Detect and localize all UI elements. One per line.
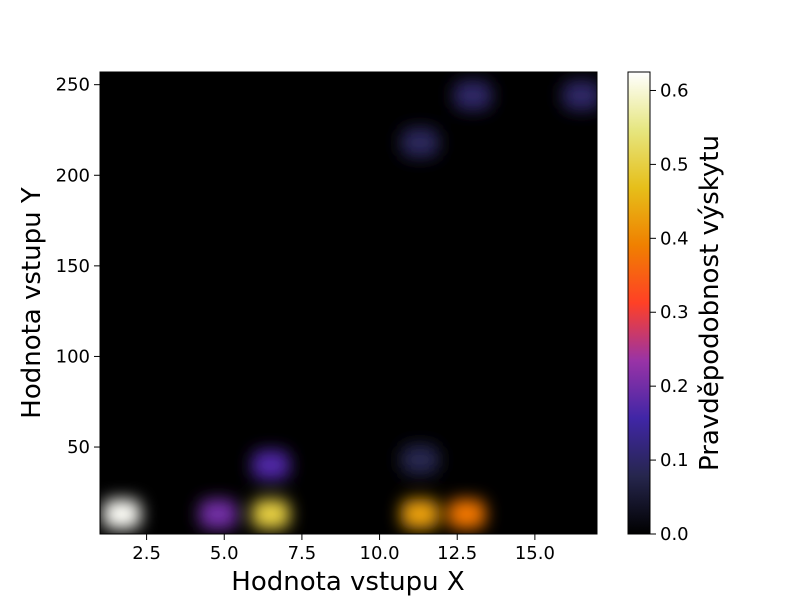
y-tick-label: 50 <box>67 437 90 458</box>
x-axis-label: Hodnota vstupu X <box>231 567 464 597</box>
x-tick-label: 5.0 <box>210 543 239 564</box>
plot-background <box>100 72 597 534</box>
colorbar-gradient <box>627 71 651 535</box>
x-tick-label: 7.5 <box>288 543 317 564</box>
y-axis-label: Hodnota vstupu Y <box>17 187 47 419</box>
colorbar-label: Pravděpodobnost výskytu <box>695 135 725 471</box>
x-tick-label: 10.0 <box>360 543 400 564</box>
heat-layer <box>102 80 597 530</box>
colorbar-tick-label: 0.6 <box>660 80 689 101</box>
x-tick-label: 12.5 <box>437 543 477 564</box>
colorbar-tick-label: 0.4 <box>660 228 689 249</box>
heatmap-cell <box>251 499 290 530</box>
y-tick-label: 250 <box>56 75 90 96</box>
x-tick-label: 15.0 <box>515 543 555 564</box>
heatmap-cell <box>199 499 238 530</box>
colorbar-tick-label: 0.3 <box>660 302 689 323</box>
plot-frame <box>99 71 598 535</box>
heatmap-cell <box>400 444 439 475</box>
heatmap-cell <box>251 450 290 481</box>
y-tick-label: 200 <box>56 165 90 186</box>
heatmap-cell <box>562 80 597 111</box>
heatmap-cell <box>400 499 439 530</box>
colorbar-tick-label: 0.0 <box>660 524 689 545</box>
y-tick-label: 100 <box>56 346 90 367</box>
heatmap-cell <box>102 499 141 530</box>
colorbar-tick-label: 0.1 <box>660 450 689 471</box>
heatmap-cell <box>447 499 486 530</box>
colorbar: 0.0 0.1 0.2 0.3 0.4 0.5 0.6 Pravděpodobnost vý… <box>627 71 725 545</box>
x-axis: 2.5 5.0 7.5 10.0 12.5 15.0 <box>132 534 555 564</box>
colorbar-tick-label: 0.2 <box>660 376 689 397</box>
plot-area <box>99 71 598 535</box>
heatmap-cell <box>453 80 492 111</box>
x-tick-label: 2.5 <box>132 543 161 564</box>
y-axis: 50 100 150 200 250 <box>56 75 100 458</box>
colorbar-tick-label: 0.5 <box>660 154 689 175</box>
y-tick-label: 150 <box>56 256 90 277</box>
heatmap-cell <box>400 127 439 158</box>
